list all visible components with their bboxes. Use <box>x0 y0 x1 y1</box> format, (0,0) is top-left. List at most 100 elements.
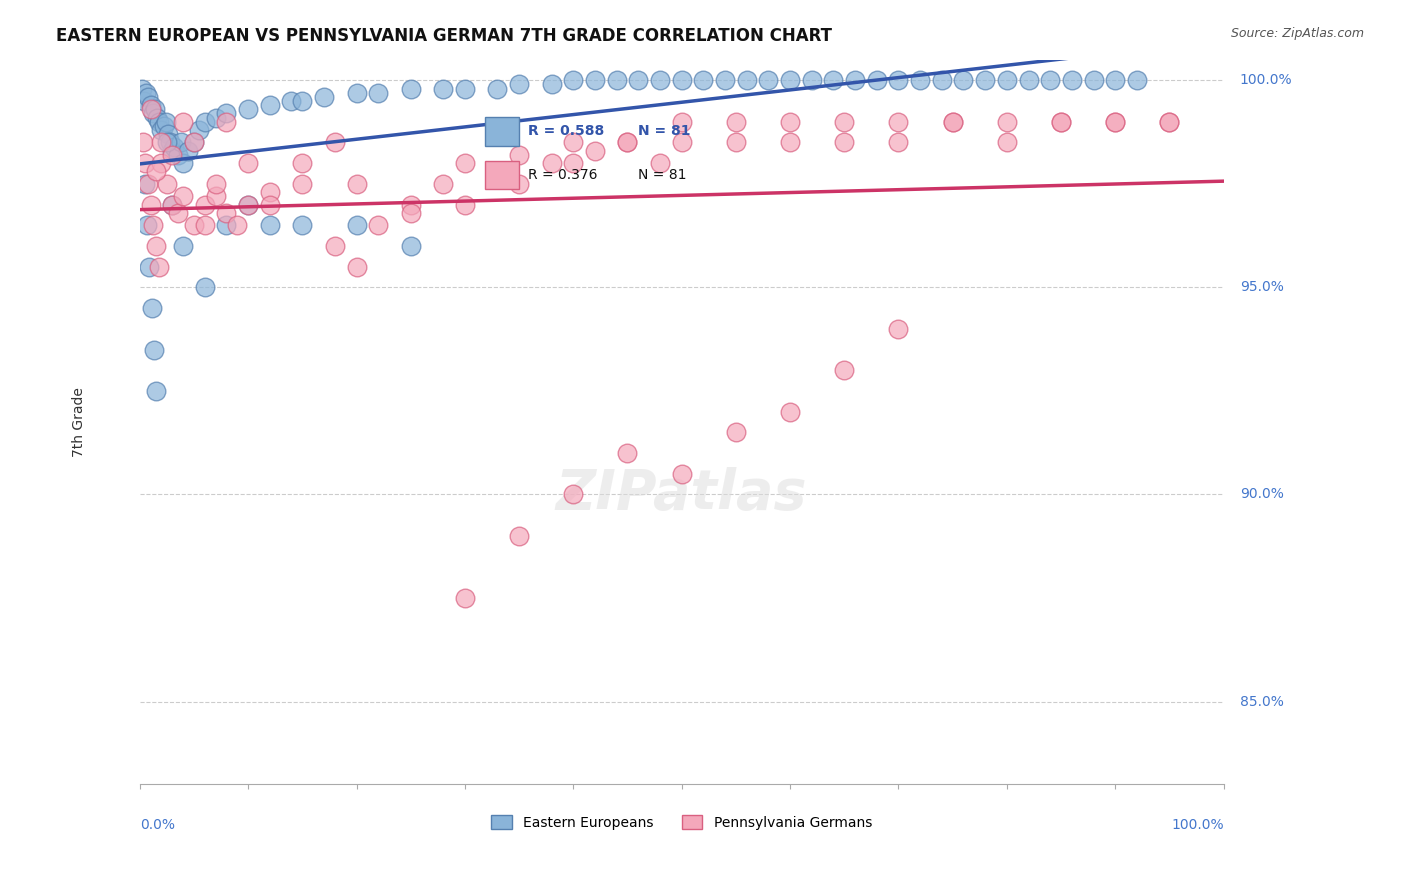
Point <box>156 136 179 150</box>
Point <box>204 177 226 191</box>
Point <box>887 136 910 150</box>
Point <box>172 239 194 253</box>
Point <box>1159 114 1181 128</box>
Point <box>562 487 585 501</box>
Point <box>931 73 953 87</box>
Point <box>952 73 974 87</box>
Point <box>486 164 509 178</box>
Point <box>152 119 174 133</box>
Point <box>215 219 238 233</box>
Point <box>779 73 801 87</box>
Point <box>172 156 194 170</box>
Point <box>692 73 714 87</box>
Point <box>974 73 997 87</box>
Point <box>259 197 281 211</box>
Point <box>166 206 188 220</box>
Point <box>562 73 585 87</box>
Point <box>735 73 758 87</box>
Point <box>454 156 477 170</box>
Point <box>800 73 823 87</box>
Point <box>159 136 181 150</box>
Point <box>486 81 509 95</box>
Point <box>259 185 281 199</box>
Point <box>779 404 801 418</box>
Point <box>148 114 170 128</box>
Legend: Eastern Europeans, Pennsylvania Germans: Eastern Europeans, Pennsylvania Germans <box>486 810 877 836</box>
Point <box>155 114 177 128</box>
Point <box>259 219 281 233</box>
Point <box>138 260 160 274</box>
Point <box>143 103 166 117</box>
Point <box>215 106 238 120</box>
Point <box>291 94 314 108</box>
Point <box>616 446 638 460</box>
Point <box>194 197 217 211</box>
Point <box>454 81 477 95</box>
Point <box>1104 114 1126 128</box>
Point <box>194 219 217 233</box>
Point <box>454 197 477 211</box>
Point <box>627 73 650 87</box>
Point <box>150 123 173 137</box>
Point <box>1104 73 1126 87</box>
Point <box>942 114 965 128</box>
Point <box>139 98 162 112</box>
Point <box>162 197 184 211</box>
Point <box>204 111 226 125</box>
Point <box>204 189 226 203</box>
Point <box>432 177 454 191</box>
Point <box>671 467 693 481</box>
Point <box>606 73 628 87</box>
Point <box>183 219 205 233</box>
Point <box>832 136 855 150</box>
Point <box>280 94 302 108</box>
Point <box>346 86 368 100</box>
Point <box>779 114 801 128</box>
Point <box>291 156 314 170</box>
Point <box>183 136 205 150</box>
Point <box>162 197 184 211</box>
Point <box>1018 73 1040 87</box>
Point <box>1104 114 1126 128</box>
Point <box>346 177 368 191</box>
Point <box>399 206 422 220</box>
Point <box>648 73 671 87</box>
Text: 90.0%: 90.0% <box>1240 488 1284 501</box>
Point <box>156 177 179 191</box>
Point <box>942 114 965 128</box>
Point <box>887 73 910 87</box>
Point <box>146 111 169 125</box>
Text: 0.0%: 0.0% <box>139 818 174 831</box>
Point <box>508 177 530 191</box>
Point <box>162 148 184 162</box>
Point <box>215 206 238 220</box>
Point <box>367 86 389 100</box>
Point <box>1050 114 1073 128</box>
Point <box>671 136 693 150</box>
Point <box>226 219 249 233</box>
Point <box>508 529 530 543</box>
Point <box>132 136 155 150</box>
Point <box>236 103 259 117</box>
Point <box>346 260 368 274</box>
Point <box>142 106 165 120</box>
Point <box>714 73 737 87</box>
Point <box>844 73 866 87</box>
Point <box>540 156 562 170</box>
Point <box>150 156 173 170</box>
Point <box>832 114 855 128</box>
Point <box>138 90 160 104</box>
Point <box>194 280 217 294</box>
Point <box>779 136 801 150</box>
Point <box>142 219 165 233</box>
Point <box>887 322 910 336</box>
Point <box>1039 73 1062 87</box>
Point <box>540 78 562 92</box>
Point <box>399 239 422 253</box>
Point <box>172 189 194 203</box>
Point <box>1159 114 1181 128</box>
Point <box>995 73 1018 87</box>
Point <box>177 144 200 158</box>
Point <box>134 177 156 191</box>
Point <box>583 144 606 158</box>
